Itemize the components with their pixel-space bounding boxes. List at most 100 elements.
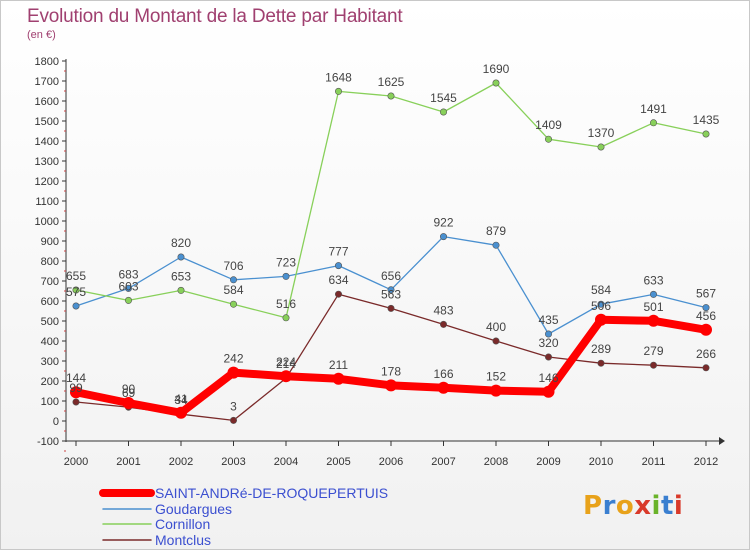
y-tick-label: 500 bbox=[41, 316, 59, 328]
y-tick-label: 1600 bbox=[35, 96, 59, 108]
data-point bbox=[597, 359, 605, 367]
data-point bbox=[647, 314, 660, 327]
logo-letter: x bbox=[634, 491, 652, 521]
data-label: 634 bbox=[328, 273, 348, 287]
data-label: 320 bbox=[538, 336, 558, 350]
data-label: 922 bbox=[433, 216, 453, 230]
data-label: 144 bbox=[66, 371, 86, 385]
y-tick-label: 600 bbox=[41, 296, 59, 308]
data-point bbox=[700, 323, 712, 336]
data-point bbox=[544, 353, 552, 361]
data-label: 584 bbox=[591, 283, 611, 297]
data-label: 224 bbox=[276, 355, 296, 369]
data-label: 1435 bbox=[693, 113, 720, 127]
data-point bbox=[702, 130, 710, 138]
data-label: 516 bbox=[276, 297, 296, 311]
data-point bbox=[492, 79, 500, 87]
data-label: 1545 bbox=[430, 91, 457, 105]
data-label: 266 bbox=[696, 347, 716, 361]
data-point bbox=[177, 253, 185, 261]
y-tick-label: 1000 bbox=[35, 216, 59, 228]
x-tick-label: 2009 bbox=[536, 456, 560, 468]
data-label: 152 bbox=[486, 370, 506, 384]
data-label: 723 bbox=[276, 255, 296, 269]
data-label: 178 bbox=[381, 364, 401, 378]
x-tick-label: 2007 bbox=[431, 456, 455, 468]
data-label: 242 bbox=[223, 352, 243, 366]
data-point bbox=[230, 300, 238, 308]
data-point bbox=[282, 314, 290, 322]
data-point bbox=[125, 284, 133, 292]
data-point bbox=[230, 416, 238, 424]
data-label: 656 bbox=[381, 269, 401, 283]
data-label: 1491 bbox=[640, 102, 667, 116]
data-point bbox=[702, 364, 710, 372]
data-label: 99 bbox=[69, 381, 83, 395]
y-tick-label: 800 bbox=[41, 256, 59, 268]
y-tick-label: 900 bbox=[41, 236, 59, 248]
data-label: 456 bbox=[696, 309, 716, 323]
data-label: 435 bbox=[538, 313, 558, 327]
data-label: 214 bbox=[276, 357, 296, 371]
data-point bbox=[387, 304, 395, 312]
data-point bbox=[702, 304, 710, 312]
data-point bbox=[280, 370, 292, 383]
y-tick-label: 1300 bbox=[35, 156, 59, 168]
data-point bbox=[597, 300, 605, 308]
data-point bbox=[649, 361, 657, 369]
data-label: 1690 bbox=[483, 62, 510, 76]
data-point bbox=[542, 385, 555, 398]
x-tick-label: 2004 bbox=[274, 456, 298, 468]
y-tick-label: -100 bbox=[37, 436, 59, 448]
data-label: 289 bbox=[591, 342, 611, 356]
x-tick-label: 2012 bbox=[694, 456, 718, 468]
y-tick-label: 400 bbox=[41, 336, 59, 348]
y-tick-label: 0 bbox=[53, 416, 59, 428]
data-point bbox=[227, 366, 240, 379]
data-point bbox=[282, 272, 290, 280]
data-label: 501 bbox=[643, 300, 663, 314]
x-tick-label: 2001 bbox=[116, 456, 140, 468]
data-label: 506 bbox=[591, 299, 611, 313]
data-label: 777 bbox=[328, 245, 348, 259]
data-point bbox=[334, 87, 342, 95]
data-label: 820 bbox=[171, 236, 191, 250]
data-label: 69 bbox=[122, 386, 136, 400]
y-tick-label: 1800 bbox=[35, 56, 59, 68]
data-label: 655 bbox=[66, 269, 86, 283]
data-label: 879 bbox=[486, 224, 506, 238]
x-tick-label: 2008 bbox=[484, 456, 508, 468]
y-tick-label: 700 bbox=[41, 276, 59, 288]
logo-letter: r bbox=[602, 491, 616, 521]
logo-letter: P bbox=[583, 491, 603, 521]
data-point bbox=[72, 302, 80, 310]
data-label: 483 bbox=[433, 303, 453, 317]
data-point bbox=[437, 381, 450, 394]
proxiti-logo: Proxiti bbox=[583, 491, 683, 521]
y-tick-label: 1100 bbox=[35, 196, 59, 208]
data-label: 653 bbox=[171, 269, 191, 283]
x-tick-label: 2000 bbox=[64, 456, 88, 468]
logo-letter: i bbox=[673, 491, 684, 521]
y-tick-label: 1700 bbox=[35, 76, 59, 88]
data-point bbox=[492, 337, 500, 345]
y-tick-label: 300 bbox=[41, 356, 59, 368]
data-point bbox=[492, 241, 500, 249]
data-label: 166 bbox=[433, 367, 453, 381]
data-label: 575 bbox=[66, 285, 86, 299]
legend-label: Cornillon bbox=[155, 516, 210, 532]
data-point bbox=[439, 233, 447, 241]
x-tick-label: 2002 bbox=[169, 456, 193, 468]
data-point bbox=[649, 119, 657, 127]
data-point bbox=[334, 262, 342, 270]
logo-letter: t bbox=[660, 491, 674, 521]
data-label: 34 bbox=[174, 393, 188, 407]
data-label: 90 bbox=[122, 382, 136, 396]
data-label: 3 bbox=[230, 399, 237, 413]
logo-letter: o bbox=[615, 491, 635, 521]
chart-unit: (en €) bbox=[27, 29, 56, 41]
y-tick-label: 1200 bbox=[35, 176, 59, 188]
data-label: 1625 bbox=[378, 75, 405, 89]
